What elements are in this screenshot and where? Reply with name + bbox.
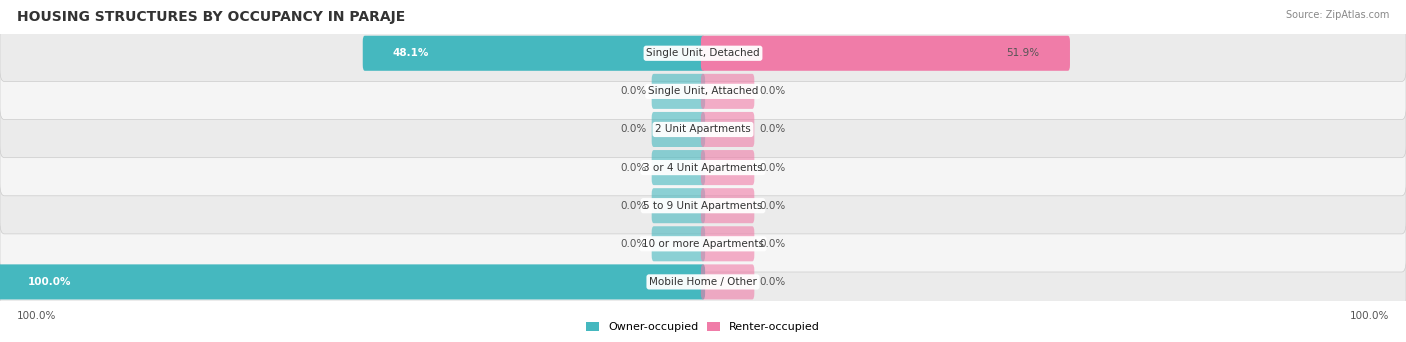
FancyBboxPatch shape xyxy=(652,112,706,147)
FancyBboxPatch shape xyxy=(652,150,706,185)
FancyBboxPatch shape xyxy=(363,36,706,71)
FancyBboxPatch shape xyxy=(652,188,706,223)
Text: 0.0%: 0.0% xyxy=(620,124,647,134)
Text: 0.0%: 0.0% xyxy=(759,162,786,173)
Text: 100.0%: 100.0% xyxy=(1350,311,1389,321)
FancyBboxPatch shape xyxy=(702,150,754,185)
FancyBboxPatch shape xyxy=(702,74,754,109)
Text: Single Unit, Detached: Single Unit, Detached xyxy=(647,48,759,58)
FancyBboxPatch shape xyxy=(702,264,754,300)
FancyBboxPatch shape xyxy=(652,74,706,109)
Text: Source: ZipAtlas.com: Source: ZipAtlas.com xyxy=(1285,10,1389,20)
Text: 48.1%: 48.1% xyxy=(394,48,429,58)
Text: 10 or more Apartments: 10 or more Apartments xyxy=(643,239,763,249)
Text: 100.0%: 100.0% xyxy=(28,277,72,287)
Text: Mobile Home / Other: Mobile Home / Other xyxy=(650,277,756,287)
Text: 5 to 9 Unit Apartments: 5 to 9 Unit Apartments xyxy=(644,201,762,211)
Text: HOUSING STRUCTURES BY OCCUPANCY IN PARAJE: HOUSING STRUCTURES BY OCCUPANCY IN PARAJ… xyxy=(17,10,405,24)
FancyBboxPatch shape xyxy=(0,101,1406,158)
FancyBboxPatch shape xyxy=(0,25,1406,81)
Text: 100.0%: 100.0% xyxy=(17,311,56,321)
FancyBboxPatch shape xyxy=(652,226,706,261)
FancyBboxPatch shape xyxy=(702,226,754,261)
Text: 0.0%: 0.0% xyxy=(759,201,786,211)
FancyBboxPatch shape xyxy=(702,36,1070,71)
Text: 3 or 4 Unit Apartments: 3 or 4 Unit Apartments xyxy=(643,162,763,173)
Text: 2 Unit Apartments: 2 Unit Apartments xyxy=(655,124,751,134)
Legend: Owner-occupied, Renter-occupied: Owner-occupied, Renter-occupied xyxy=(581,317,825,337)
Text: 0.0%: 0.0% xyxy=(620,162,647,173)
FancyBboxPatch shape xyxy=(0,140,1406,196)
Text: 0.0%: 0.0% xyxy=(620,201,647,211)
FancyBboxPatch shape xyxy=(0,215,1406,272)
FancyBboxPatch shape xyxy=(0,264,706,300)
Text: 0.0%: 0.0% xyxy=(759,87,786,96)
Text: 0.0%: 0.0% xyxy=(759,277,786,287)
FancyBboxPatch shape xyxy=(0,254,1406,310)
Text: Single Unit, Attached: Single Unit, Attached xyxy=(648,87,758,96)
FancyBboxPatch shape xyxy=(702,188,754,223)
FancyBboxPatch shape xyxy=(702,112,754,147)
FancyBboxPatch shape xyxy=(0,177,1406,234)
Text: 0.0%: 0.0% xyxy=(759,239,786,249)
FancyBboxPatch shape xyxy=(0,63,1406,120)
Text: 0.0%: 0.0% xyxy=(759,124,786,134)
Text: 51.9%: 51.9% xyxy=(1007,48,1040,58)
Text: 0.0%: 0.0% xyxy=(620,239,647,249)
Text: 0.0%: 0.0% xyxy=(620,87,647,96)
